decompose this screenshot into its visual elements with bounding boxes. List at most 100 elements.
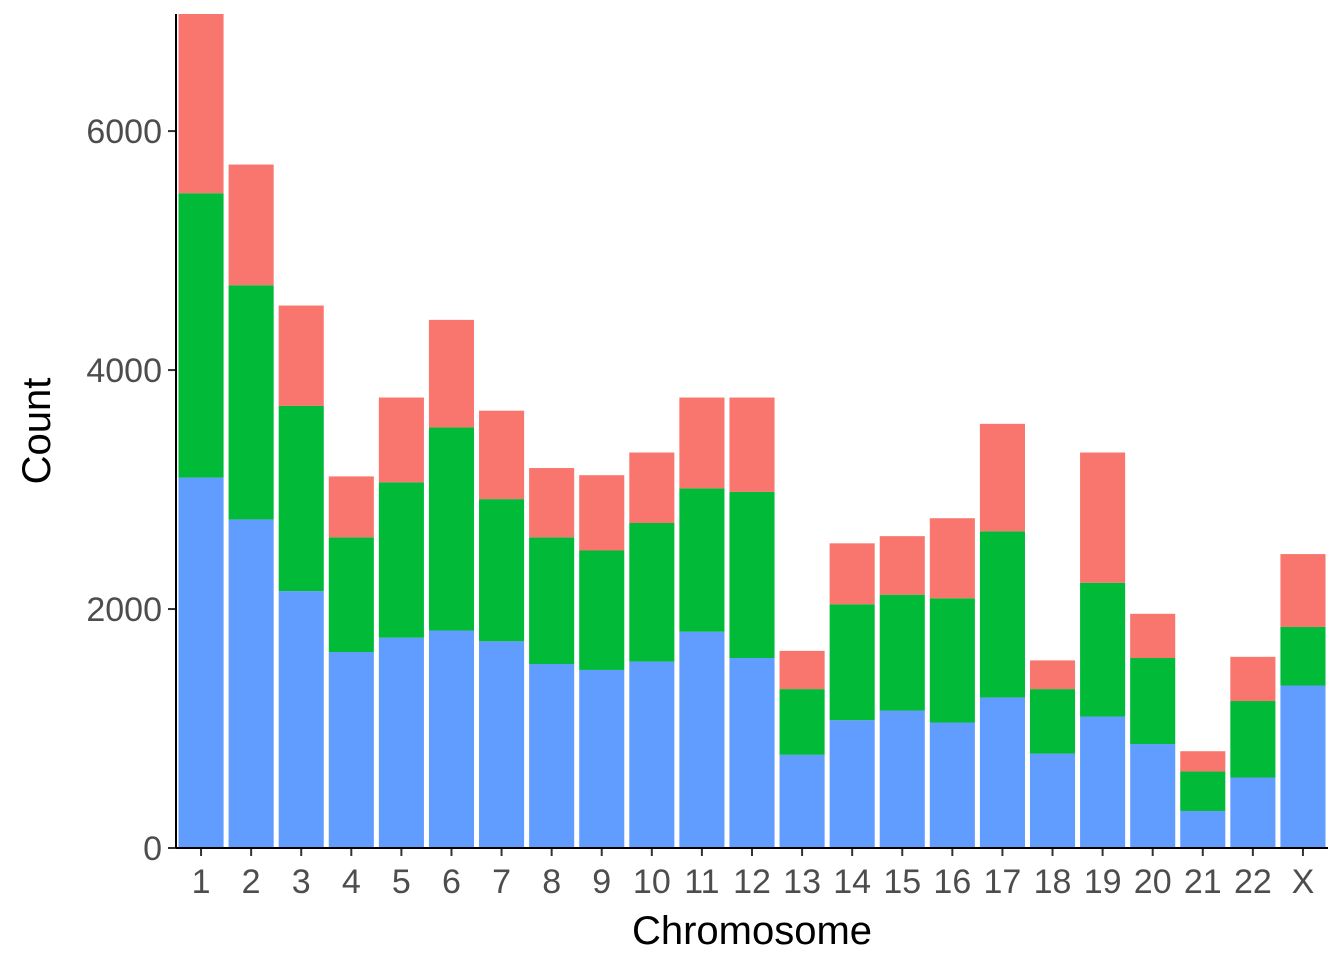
bar-segment-3-3 [278,305,324,406]
bar-segment-11-3 [679,397,725,489]
bar-segment-14-2 [829,604,875,721]
bar-segment-18-2 [1029,689,1076,754]
bar-segment-11-2 [679,488,725,632]
bar-segment-1-2 [178,193,224,478]
bar-segment-13-3 [779,650,825,690]
bar-segment-9-1 [579,669,625,848]
bar-segment-8-3 [529,468,575,538]
bar-segment-6-2 [428,427,475,631]
x-tick-label: X [1292,863,1315,901]
bar-segment-4-2 [328,537,374,653]
bar-segment-13-1 [779,754,825,848]
x-tick-label: 20 [1134,863,1172,901]
bar-segment-20-3 [1130,613,1176,659]
bar-segment-X-2 [1280,626,1326,686]
x-tick-label: 16 [933,863,971,901]
x-tick-label: 9 [592,863,611,901]
x-tick-label: 4 [342,863,361,901]
bar-segment-17-2 [979,531,1025,698]
bar-segment-9-2 [579,550,625,670]
bar-segment-21-3 [1180,751,1226,772]
bar-segment-15-2 [879,594,925,711]
bar-segment-16-1 [929,722,975,848]
bar-segment-7-3 [479,410,525,500]
x-tick-label: 5 [392,863,411,901]
bar-segment-15-1 [879,710,925,848]
bar-segment-22-2 [1230,701,1276,778]
x-tick-label: 6 [442,863,461,901]
bar-segment-10-1 [629,661,675,848]
y-tick-label: 6000 [86,113,162,151]
bar-segment-4-3 [328,476,374,538]
bar-segment-1-3 [178,14,224,194]
bar-segment-5-2 [378,482,424,638]
x-tick-label: 22 [1234,863,1272,901]
bar-segment-2-2 [228,285,274,520]
x-tick-label: 8 [542,863,561,901]
bar-segment-5-3 [378,397,424,483]
x-tick-label: 3 [292,863,311,901]
bar-segment-17-1 [979,697,1025,848]
x-tick-label: 12 [733,863,771,901]
x-tick-label: 17 [984,863,1022,901]
bar-segment-12-3 [729,397,775,492]
bar-segment-14-3 [829,543,875,605]
y-tick-label: 4000 [86,352,162,390]
bar-segment-16-2 [929,598,975,723]
bar-segment-13-2 [779,689,825,755]
x-tick-label: 7 [492,863,511,901]
bar-segment-18-1 [1029,753,1076,848]
bar-segment-8-1 [529,663,575,848]
bar-segment-9-3 [579,475,625,551]
bar-segment-3-1 [278,591,324,848]
bar-segment-19-2 [1080,582,1126,717]
bar-segment-X-1 [1280,685,1326,848]
x-tick-label: 15 [883,863,921,901]
bar-segment-11-1 [679,631,725,848]
y-tick-label: 2000 [86,591,162,629]
bar-segment-22-1 [1230,777,1276,848]
bar-segment-12-2 [729,491,775,659]
bar-segment-6-1 [428,630,475,848]
x-tick-label: 18 [1034,863,1072,901]
bar-segment-10-3 [629,452,675,524]
x-tick-label: 14 [833,863,871,901]
bar-segment-19-3 [1080,452,1126,583]
bar-segment-4-1 [328,652,374,848]
bar-segment-22-3 [1230,656,1276,702]
bar-segment-7-2 [479,499,525,642]
bars-group [178,14,1326,848]
bar-segment-1-1 [178,477,224,848]
x-axis-ticks: 1 2 3 4 5 6 7 8 9 10 11 12 13 14 15 16 17 18 19 20 21 22 X [192,848,1315,901]
bar-segment-3-2 [278,405,324,592]
bar-segment-10-2 [629,523,675,662]
bar-segment-16-3 [929,518,975,599]
bar-segment-2-1 [228,519,274,848]
bar-segment-14-1 [829,720,875,848]
bar-segment-7-1 [479,641,525,848]
bar-segment-18-3 [1029,660,1076,690]
bar-segment-8-2 [529,537,575,664]
x-tick-label: 11 [684,863,719,901]
y-axis-title: Count [15,378,59,485]
bar-segment-5-1 [378,637,424,848]
bar-segment-19-1 [1080,716,1126,848]
bar-segment-21-2 [1180,771,1226,811]
x-tick-label: 1 [192,863,211,901]
bar-segment-20-1 [1130,744,1176,848]
bar-segment-15-3 [879,536,925,595]
y-axis-ticks: 0 2000 4000 6000 [86,113,176,868]
bar-segment-2-3 [228,164,274,286]
bar-segment-17-3 [979,423,1025,532]
x-tick-label: 13 [783,863,821,901]
x-tick-label: 2 [242,863,261,901]
bar-segment-X-3 [1280,554,1326,627]
x-axis-title: Chromosome [632,909,872,953]
bar-segment-20-2 [1130,658,1176,745]
bar-segment-21-1 [1180,810,1226,848]
x-tick-label: 19 [1084,863,1122,901]
bar-segment-12-1 [729,658,775,848]
y-tick-label: 0 [143,830,162,868]
bar-segment-6-3 [428,319,475,428]
